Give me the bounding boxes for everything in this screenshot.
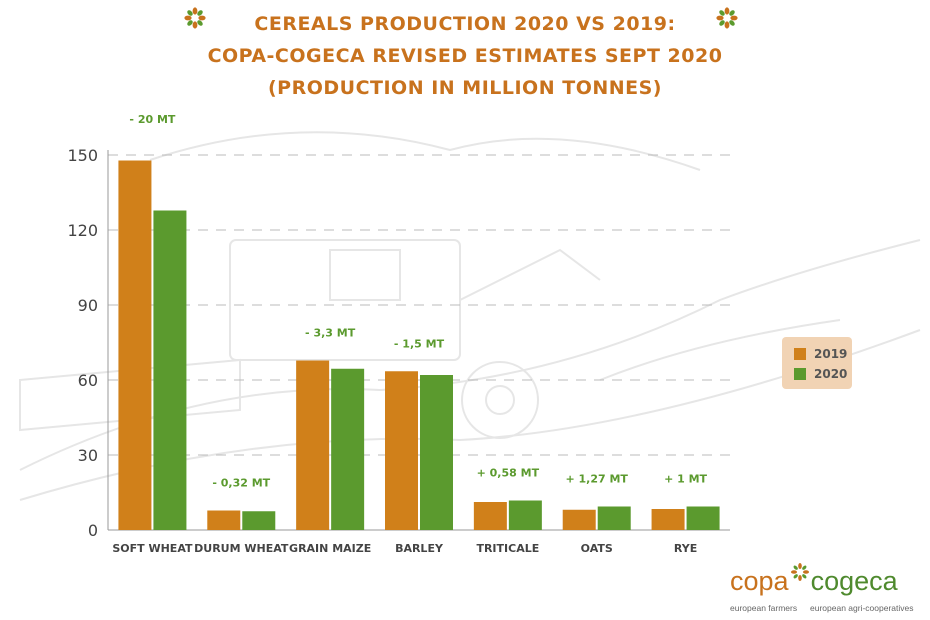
bar-2020: [508, 500, 542, 530]
y-tick-label: 120: [67, 221, 98, 240]
bar-2019: [118, 160, 152, 530]
y-tick-label: 60: [78, 371, 98, 390]
delta-label: - 0,32 MT: [212, 477, 270, 490]
logo-subtitle-cooperatives: european agri-cooperatives: [810, 603, 914, 613]
chart-title: Cereals production 2020 vs 2019: Copa-Co…: [0, 8, 930, 104]
y-tick-label: 0: [88, 521, 98, 540]
title-line-3: (Production in million tonnes): [267, 77, 662, 99]
bar-2020: [331, 368, 365, 530]
bar-2020: [420, 375, 453, 530]
x-tick-label: RYE: [674, 542, 697, 555]
x-tick-label: GRAIN MAIZE: [289, 542, 371, 555]
bar-2019: [385, 371, 418, 530]
delta-label: + 1,27 MT: [565, 473, 628, 486]
copa-cogeca-logo: copa cogeca european farmers european ag…: [730, 562, 920, 618]
logo-cogeca-text: cogeca: [810, 566, 898, 596]
legend-item-2020: 2020: [794, 366, 847, 382]
bar-2019: [207, 510, 241, 530]
y-tick-label: 150: [67, 146, 98, 165]
bar-2019: [473, 502, 507, 530]
legend-label-2020: 2020: [814, 367, 848, 381]
flower-icon-left: [184, 7, 206, 29]
asterisk-flower-icon: [790, 563, 809, 581]
legend-label-2019: 2019: [814, 347, 848, 361]
bar-2019: [296, 360, 330, 530]
title-line-2: Copa-Cogeca revised estimates Sept 2020: [207, 45, 723, 67]
delta-label: - 20 MT: [129, 113, 175, 126]
bar-2020: [153, 210, 187, 530]
legend-item-2019: 2019: [794, 346, 847, 362]
delta-label: - 3,3 MT: [305, 327, 356, 340]
legend-swatch-2020: [794, 368, 806, 380]
bar-2020: [686, 506, 720, 530]
chart-legend: 2019 2020: [782, 337, 852, 389]
y-tick-label: 30: [78, 446, 98, 465]
x-tick-label: OATS: [581, 542, 613, 555]
x-tick-label: SOFT WHEAT: [112, 542, 193, 555]
bar-2020: [242, 511, 276, 530]
title-line-1: Cereals production 2020 vs 2019:: [254, 13, 676, 35]
delta-label: + 1 MT: [664, 473, 707, 486]
bar-2019: [562, 509, 596, 530]
logo-copa-text: copa: [730, 566, 789, 596]
delta-label: - 1,5 MT: [394, 337, 445, 350]
bar-2020: [597, 506, 631, 530]
y-tick-label: 90: [78, 296, 98, 315]
flower-icon-right: [716, 7, 738, 29]
x-tick-label: DURUM WHEAT: [194, 542, 289, 555]
x-tick-label: TRITICALE: [476, 542, 539, 555]
logo-subtitle-farmers: european farmers: [730, 603, 798, 613]
legend-swatch-2019: [794, 348, 806, 360]
x-tick-label: BARLEY: [395, 542, 444, 555]
delta-label: + 0,58 MT: [477, 467, 540, 480]
bar-2019: [651, 509, 685, 530]
